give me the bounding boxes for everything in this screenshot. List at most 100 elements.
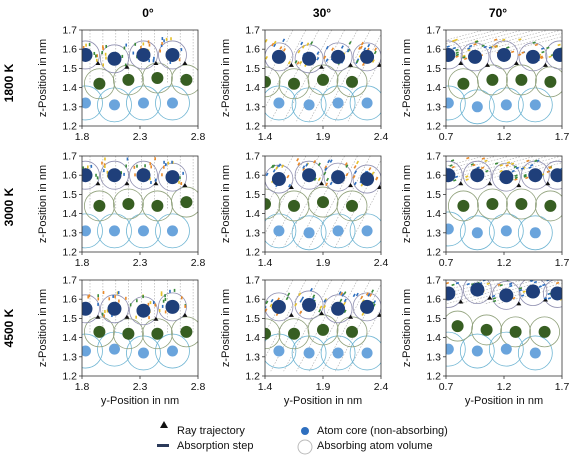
- absorption-step: [265, 38, 268, 43]
- absorbing-volume-mid: [307, 186, 339, 218]
- atom-core-mid: [122, 73, 135, 86]
- atom-core-top: [107, 168, 122, 183]
- atom-core-low: [332, 347, 344, 359]
- absorption-step: [374, 47, 378, 52]
- atom-core-low: [529, 347, 541, 359]
- ray-trajectory: [322, 280, 371, 372]
- absorption-step: [528, 166, 532, 169]
- atom-core-low: [166, 97, 178, 109]
- absorption-step: [526, 159, 530, 163]
- absorption-step: [481, 44, 485, 48]
- absorption-step: [568, 43, 571, 44]
- y-tick-label: 1.3: [426, 227, 441, 239]
- absorption-step: [310, 41, 314, 45]
- absorption-step: [455, 51, 459, 54]
- absorbing-volume-top: [491, 162, 521, 192]
- absorption-step: [512, 296, 516, 300]
- absorption-step: [506, 46, 510, 49]
- absorption-step: [555, 281, 560, 285]
- x-tick-label: 1.8: [75, 381, 90, 393]
- absorption-step: [518, 287, 523, 290]
- absorption-step: [508, 282, 513, 286]
- ray-arrow: [288, 185, 294, 190]
- absorbing-volume-top: [294, 160, 324, 190]
- atom-core-mid: [180, 325, 193, 338]
- ray-arrow: [545, 181, 551, 186]
- atom-core-low: [108, 225, 120, 237]
- absorption-step: [465, 178, 469, 181]
- absorbing-volume-top: [100, 294, 129, 324]
- x-tick-label: 1.2: [497, 381, 512, 393]
- absorbing-volume-mid: [265, 66, 281, 98]
- atom-core-low: [166, 225, 178, 237]
- absorption-step: [344, 162, 348, 166]
- y-axis-label: z-Position in nm: [220, 289, 232, 367]
- absorbing-volume-low: [517, 335, 553, 371]
- absorbing-volume-mid: [112, 64, 144, 96]
- absorption-step: [449, 164, 453, 167]
- ray-trajectory: [446, 30, 497, 44]
- absorbing-volume-mid: [265, 318, 281, 350]
- absorption-step: [269, 303, 273, 308]
- absorbing-volume-low: [349, 85, 381, 121]
- absorption-step: [510, 162, 515, 166]
- absorbing-volume-top: [460, 42, 490, 72]
- absorption-step: [540, 47, 545, 50]
- absorption-step: [329, 181, 333, 186]
- absorption-step: [367, 293, 371, 297]
- absorption-step: [499, 164, 503, 167]
- absorption-step: [480, 276, 483, 277]
- atom-core-low: [273, 345, 285, 357]
- absorption-step: [340, 291, 344, 296]
- absorbing-volume-top: [100, 160, 129, 190]
- ray-trajectory: [265, 280, 307, 359]
- absorption-step: [345, 172, 349, 177]
- atom-core-mid: [93, 199, 106, 212]
- absorption-step: [523, 175, 527, 178]
- row-title: 3000 K: [2, 187, 16, 226]
- atom-core-mid: [346, 199, 358, 212]
- y-tick-label: 1.4: [426, 82, 441, 94]
- ray-trajectory: [322, 30, 371, 122]
- absorption-step: [436, 40, 439, 41]
- plot-area: [82, 280, 198, 371]
- x-tick-label: 1.7: [555, 131, 570, 143]
- y-tick-label: 1.4: [62, 82, 77, 94]
- x-tick-label: 1.2: [497, 257, 512, 269]
- atom-core-top: [302, 168, 317, 183]
- atom-core-top: [331, 301, 346, 316]
- y-axis-label: z-Position in nm: [220, 39, 232, 117]
- absorption-step: [301, 45, 305, 49]
- atom-core-mid: [515, 73, 528, 86]
- absorbing-volume-mid: [265, 188, 281, 220]
- absorption-step: [325, 58, 329, 63]
- y-tick-label: 1.2: [426, 247, 441, 259]
- y-tick-label: 1.6: [426, 44, 441, 56]
- atom-core-top: [271, 49, 286, 64]
- atom-core-low: [303, 227, 315, 239]
- absorption-step: [567, 280, 570, 281]
- ray-trajectory: [446, 30, 510, 48]
- atom-core-top: [446, 47, 456, 62]
- absorption-step: [514, 174, 518, 177]
- x-tick-label: 1.4: [258, 381, 273, 393]
- absorbing-volume-mid: [112, 188, 144, 220]
- absorption-step: [548, 278, 551, 279]
- absorbing-volume-mid: [278, 190, 310, 222]
- ray-arrow: [485, 62, 490, 67]
- atom-core-top: [550, 168, 562, 183]
- absorption-step: [297, 49, 301, 54]
- ray-trajectory: [265, 280, 294, 334]
- ray-arrow: [567, 299, 572, 303]
- y-tick-label: 1.4: [426, 332, 441, 344]
- atom-core-mid: [538, 325, 551, 338]
- subplot-0-0: 1.2 1.3 1.4 1.5 1.6 1.7 1.8 2.3 2.8 z-Position in…: [37, 25, 205, 144]
- absorption-step: [355, 292, 359, 297]
- absorbing-volume-top: [82, 160, 100, 190]
- absorbing-volume-top: [462, 160, 492, 190]
- y-tick-label: 1.2: [62, 247, 77, 259]
- absorption-step: [453, 179, 457, 182]
- absorbing-volume-low: [349, 335, 381, 371]
- absorbing-volume-top: [489, 40, 519, 70]
